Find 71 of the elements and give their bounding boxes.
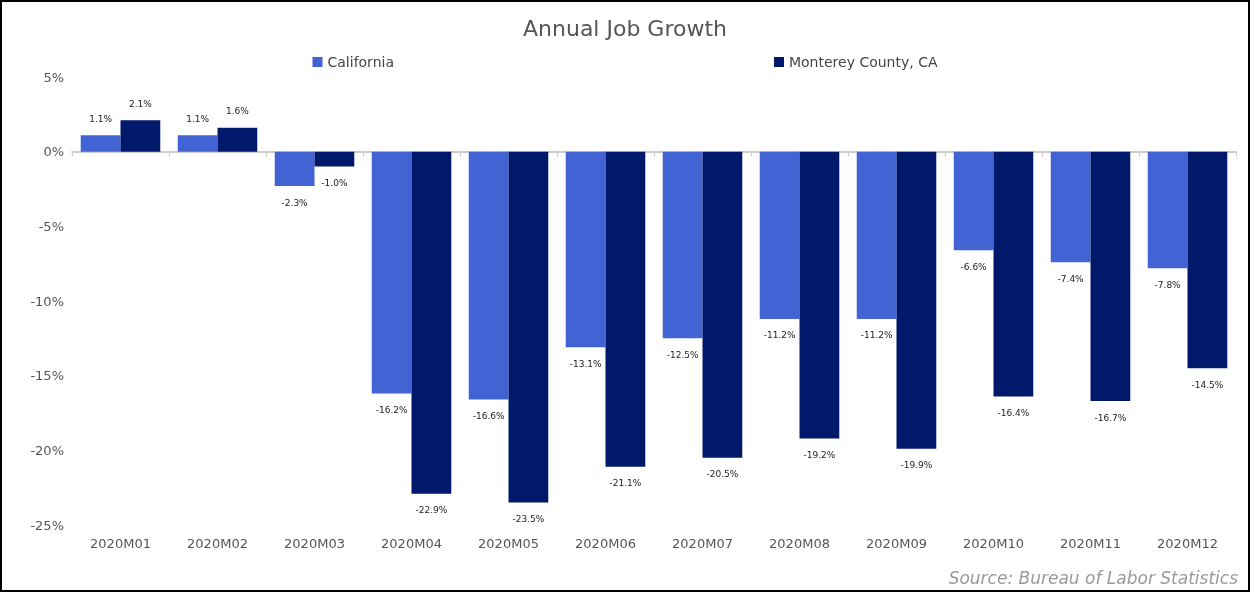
source-note: Source: Bureau of Labor Statistics — [948, 567, 1239, 588]
x-tick-label: 2020M02 — [187, 536, 248, 551]
bar — [120, 120, 161, 152]
bar — [468, 151, 509, 400]
bar — [759, 151, 800, 319]
data-label: -12.5% — [666, 349, 699, 360]
x-tick-label: 2020M09 — [866, 536, 927, 551]
x-tick-label: 2020M12 — [1157, 536, 1218, 551]
x-tick-label: 2020M08 — [769, 536, 830, 551]
bar — [565, 151, 606, 348]
x-tick-label: 2020M07 — [672, 536, 733, 551]
bar — [1090, 151, 1131, 402]
data-label: -19.2% — [803, 449, 836, 460]
legend-label: California — [327, 54, 394, 70]
data-label: -16.2% — [375, 405, 408, 416]
y-tick-label: 0% — [43, 144, 64, 160]
bar — [1187, 151, 1228, 369]
data-label: 1.1% — [186, 113, 210, 124]
data-label: -23.5% — [512, 514, 545, 525]
bar — [314, 151, 355, 167]
bar — [605, 151, 646, 467]
data-label: -20.5% — [706, 469, 739, 480]
y-tick-label: -10% — [30, 293, 64, 309]
bar — [217, 127, 258, 152]
bar — [177, 135, 218, 152]
x-tick-label: 2020M05 — [478, 536, 539, 551]
bar — [856, 151, 897, 319]
bar — [993, 151, 1034, 397]
x-tick-label: 2020M03 — [284, 536, 345, 551]
data-label: -7.4% — [1057, 273, 1085, 284]
data-label: -13.1% — [569, 358, 602, 369]
bar — [702, 151, 743, 458]
data-label: -21.1% — [609, 478, 642, 489]
data-label: -16.6% — [472, 411, 505, 422]
data-label: -6.6% — [960, 261, 988, 272]
bar — [80, 135, 121, 152]
bar — [274, 151, 315, 187]
x-tick-label: 2020M11 — [1060, 536, 1121, 551]
data-label: 1.1% — [89, 113, 113, 124]
x-tick-label: 2020M10 — [963, 536, 1024, 551]
chart-title: Annual Job Growth — [522, 15, 728, 41]
y-tick-label: 5% — [43, 69, 64, 85]
bar — [662, 151, 703, 339]
data-label: -2.3% — [281, 197, 309, 208]
y-tick-label: -20% — [30, 442, 64, 458]
bar — [799, 151, 840, 439]
bar — [1050, 151, 1091, 263]
data-label: -22.9% — [415, 505, 448, 516]
bar — [411, 151, 452, 494]
bar — [896, 151, 937, 449]
data-label: -14.5% — [1191, 379, 1224, 390]
data-label: -16.7% — [1094, 412, 1127, 423]
bar — [1147, 151, 1188, 269]
legend-label: Monterey County, CA — [788, 54, 938, 70]
x-tick-label: 2020M01 — [90, 536, 151, 551]
bar — [953, 151, 994, 251]
x-tick-label: 2020M06 — [575, 536, 636, 551]
data-label: -11.2% — [860, 330, 893, 341]
data-label: -1.0% — [321, 178, 348, 189]
bar — [508, 151, 549, 503]
y-tick-label: -5% — [38, 218, 64, 234]
bar — [371, 151, 412, 394]
data-label: -19.9% — [900, 460, 933, 471]
y-tick-label: -25% — [30, 517, 64, 533]
data-label: -11.2% — [763, 330, 796, 341]
data-label: 1.6% — [225, 106, 250, 117]
data-label: -7.8% — [1154, 279, 1182, 290]
data-label: 2.1% — [128, 98, 153, 109]
y-tick-label: -15% — [30, 368, 64, 384]
data-label: -16.4% — [997, 408, 1030, 419]
x-tick-label: 2020M04 — [381, 536, 442, 551]
